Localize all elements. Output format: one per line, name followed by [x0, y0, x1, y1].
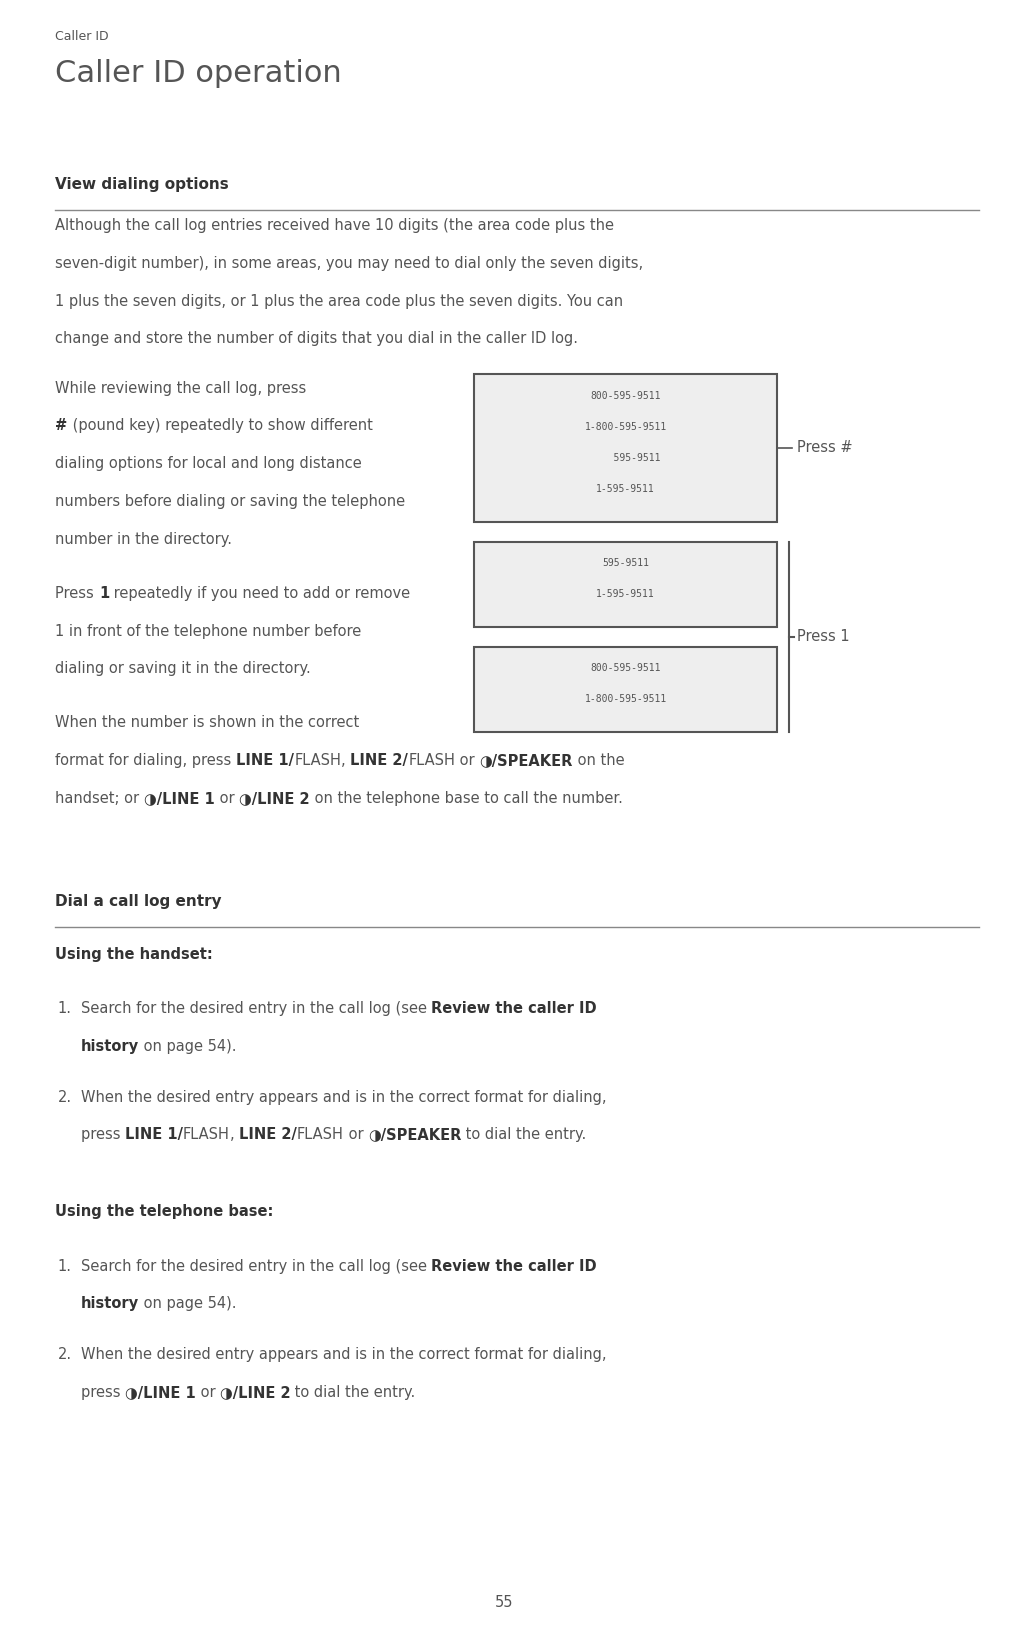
Text: or: or [455, 753, 479, 768]
Text: FLASH: FLASH [409, 753, 455, 768]
Text: 1.: 1. [58, 1001, 72, 1016]
Text: dialing or saving it in the directory.: dialing or saving it in the directory. [55, 661, 311, 676]
Text: 595-9511: 595-9511 [602, 558, 649, 568]
Text: Search for the desired entry in the call log (see: Search for the desired entry in the call… [81, 1259, 431, 1273]
Text: Search for the desired entry in the call log (see: Search for the desired entry in the call… [81, 1001, 431, 1016]
Text: 2.: 2. [58, 1347, 72, 1362]
Text: ◑/LINE 2: ◑/LINE 2 [220, 1385, 291, 1400]
Text: Press 1: Press 1 [797, 629, 850, 645]
Text: ◑/LINE 1: ◑/LINE 1 [144, 791, 215, 806]
Text: LINE 1/: LINE 1/ [236, 753, 295, 768]
Text: to dial the entry.: to dial the entry. [461, 1127, 586, 1142]
FancyBboxPatch shape [474, 374, 777, 522]
Text: seven-digit number), in some areas, you may need to dial only the seven digits,: seven-digit number), in some areas, you … [55, 256, 644, 271]
Text: change and store the number of digits that you dial in the caller ID log.: change and store the number of digits th… [55, 331, 578, 346]
Text: Dial a call log entry: Dial a call log entry [55, 894, 222, 909]
Text: 1-800-595-9511: 1-800-595-9511 [584, 422, 667, 432]
Text: Press #: Press # [797, 440, 853, 456]
Text: 1: 1 [99, 586, 109, 601]
Text: to dial the entry.: to dial the entry. [291, 1385, 416, 1400]
Text: on the: on the [573, 753, 625, 768]
Text: When the desired entry appears and is in the correct format for dialing,: When the desired entry appears and is in… [81, 1347, 606, 1362]
Text: or: or [344, 1127, 368, 1142]
FancyBboxPatch shape [474, 647, 777, 732]
Text: 1-595-9511: 1-595-9511 [596, 589, 655, 599]
Text: 1-800-595-9511: 1-800-595-9511 [584, 694, 667, 704]
Text: 595-9511: 595-9511 [590, 453, 661, 463]
Text: format for dialing, press: format for dialing, press [55, 753, 236, 768]
Text: numbers before dialing or saving the telephone: numbers before dialing or saving the tel… [55, 494, 406, 509]
Text: on page 54).: on page 54). [139, 1296, 236, 1311]
Text: handset; or: handset; or [55, 791, 144, 806]
Text: Press: Press [55, 586, 99, 601]
Text: #: # [55, 418, 68, 433]
Text: When the number is shown in the correct: When the number is shown in the correct [55, 715, 360, 730]
Text: or: or [215, 791, 239, 806]
Text: View dialing options: View dialing options [55, 177, 229, 192]
Text: LINE 1/: LINE 1/ [125, 1127, 183, 1142]
Text: or: or [196, 1385, 220, 1400]
Text: Caller ID: Caller ID [55, 30, 109, 43]
Text: press: press [81, 1127, 125, 1142]
Text: ◑/LINE 2: ◑/LINE 2 [239, 791, 310, 806]
Text: on the telephone base to call the number.: on the telephone base to call the number… [310, 791, 623, 806]
Text: FLASH: FLASH [183, 1127, 230, 1142]
Text: 800-595-9511: 800-595-9511 [590, 663, 661, 673]
Text: LINE 2/: LINE 2/ [350, 753, 409, 768]
Text: Caller ID operation: Caller ID operation [55, 59, 342, 89]
Text: 800-595-9511: 800-595-9511 [590, 391, 661, 400]
Text: Although the call log entries received have 10 digits (the area code plus the: Although the call log entries received h… [55, 218, 614, 233]
Text: number in the directory.: number in the directory. [55, 532, 232, 546]
Text: repeatedly if you need to add or remove: repeatedly if you need to add or remove [109, 586, 411, 601]
Text: 1 plus the seven digits, or 1 plus the area code plus the seven digits. You can: 1 plus the seven digits, or 1 plus the a… [55, 294, 624, 309]
Text: 1-595-9511: 1-595-9511 [596, 484, 655, 494]
Text: When the desired entry appears and is in the correct format for dialing,: When the desired entry appears and is in… [81, 1090, 606, 1104]
Text: ◑/SPEAKER: ◑/SPEAKER [368, 1127, 461, 1142]
Text: 2.: 2. [58, 1090, 72, 1104]
Text: While reviewing the call log, press: While reviewing the call log, press [55, 381, 307, 395]
Text: on page 54).: on page 54). [139, 1039, 236, 1054]
Text: ,: , [341, 753, 350, 768]
Text: FLASH: FLASH [295, 753, 341, 768]
Text: (pound key) repeatedly to show different: (pound key) repeatedly to show different [68, 418, 372, 433]
Text: ◑/LINE 1: ◑/LINE 1 [125, 1385, 196, 1400]
Text: FLASH: FLASH [297, 1127, 344, 1142]
Text: 1.: 1. [58, 1259, 72, 1273]
Text: Review the caller ID: Review the caller ID [431, 1259, 597, 1273]
Text: history: history [81, 1039, 139, 1054]
Text: history: history [81, 1296, 139, 1311]
Text: 1 in front of the telephone number before: 1 in front of the telephone number befor… [55, 624, 362, 638]
Text: Using the telephone base:: Using the telephone base: [55, 1204, 273, 1219]
Text: LINE 2/: LINE 2/ [239, 1127, 297, 1142]
Text: ,: , [230, 1127, 239, 1142]
Text: dialing options for local and long distance: dialing options for local and long dista… [55, 456, 362, 471]
Text: 55: 55 [495, 1595, 514, 1610]
Text: Using the handset:: Using the handset: [55, 947, 213, 962]
Text: Review the caller ID: Review the caller ID [431, 1001, 597, 1016]
Text: press: press [81, 1385, 125, 1400]
Text: ◑/SPEAKER: ◑/SPEAKER [479, 753, 573, 768]
FancyBboxPatch shape [474, 542, 777, 627]
